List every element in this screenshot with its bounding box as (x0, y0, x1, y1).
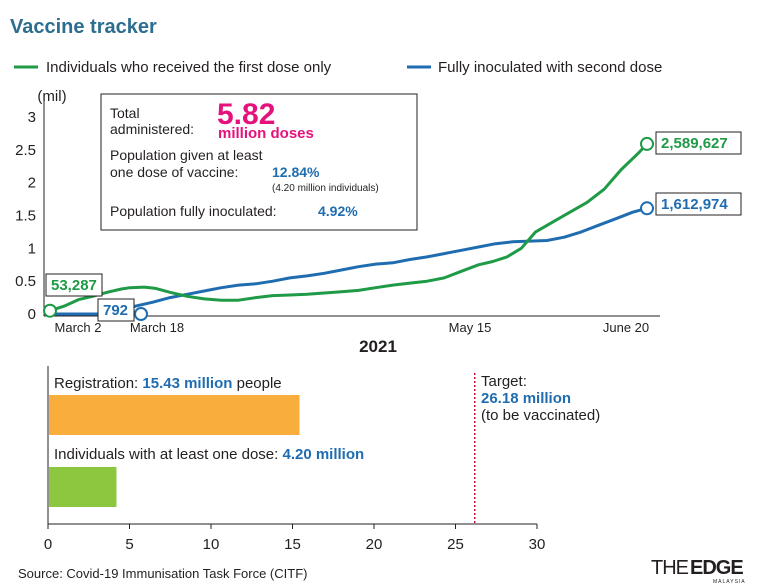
bar-x-tick-label: 20 (366, 536, 383, 553)
fully-start-value: 792 (103, 302, 128, 319)
info-box (100, 93, 418, 231)
chart-title: Vaccine tracker (10, 16, 157, 38)
y-tick-label: 0 (28, 306, 36, 323)
logo-the: THE (651, 557, 689, 579)
registration-label: Registration: (54, 375, 138, 392)
bar-registration (49, 395, 300, 435)
the-edge-logo: THE EDGE MALAYSIA (651, 557, 746, 585)
y-tick-label: 1.5 (15, 208, 36, 225)
y-tick-label: 1 (28, 240, 36, 257)
x-tick-label: May 15 (449, 320, 492, 335)
legend-fully-label: Fully inoculated with second dose (438, 59, 662, 76)
bar-x-ticks: 0 5 10 15 20 25 30 (44, 524, 546, 553)
y-tick-label: 3 (28, 109, 36, 126)
first-dose-end-value: 2,589,627 (661, 135, 728, 152)
fully-end-marker (640, 201, 654, 216)
y-tick-label: 2 (28, 175, 36, 192)
fully-end-box (655, 192, 742, 216)
bar-x-tick-label: 5 (125, 536, 133, 553)
info-pop-one-1: Population given at least (110, 147, 263, 163)
target-value: 26.18 million (481, 390, 571, 407)
bar-x-tick-label: 30 (529, 536, 546, 553)
series-first-dose-line (49, 142, 649, 313)
source-note: Source: Covid-19 Immunisation Task Force… (18, 566, 307, 581)
dose-value: 4.20 million (282, 446, 364, 463)
y-tick-label: 0.5 (15, 273, 36, 290)
first-dose-end-box (655, 131, 742, 155)
logo-edge: EDGE (690, 557, 743, 579)
x-tick-label: March 2 (55, 320, 102, 335)
x-tick-label: March 18 (130, 320, 184, 335)
dose-label: Individuals with at least one dose: (54, 446, 278, 463)
legend-first-dose-label: Individuals who received the first dose … (46, 59, 332, 76)
fully-start-marker (134, 307, 148, 321)
info-pop-one-value: 12.84% (272, 164, 320, 180)
info-pop-one-note: (4.20 million individuals) (272, 183, 379, 194)
bar-dose-label: Individuals with at least one dose: 4.20… (54, 446, 364, 463)
target-note: (to be vaccinated) (481, 407, 600, 424)
x-axis-year: 2021 (359, 337, 397, 356)
bar-x-tick-label: 10 (203, 536, 220, 553)
y-axis-ticks: 0 0.5 1 1.5 2 2.5 3 (15, 109, 36, 323)
first-dose-start-marker (43, 303, 57, 318)
info-pop-full-value: 4.92% (318, 203, 358, 219)
fully-start-box (97, 298, 135, 322)
registration-suffix: people (237, 375, 282, 392)
y-tick-label: 2.5 (15, 142, 36, 159)
first-dose-start-value: 53,287 (51, 277, 97, 294)
fully-end-value: 1,612,974 (661, 196, 728, 213)
bar-x-tick-label: 15 (284, 536, 301, 553)
bar-at-least-one-dose (49, 467, 117, 507)
series-fully-line (50, 206, 648, 316)
bar-registration-label: Registration: 15.43 million people (54, 375, 282, 392)
target-label: Target: (481, 373, 527, 390)
bar-x-tick-label: 25 (447, 536, 464, 553)
first-dose-end-marker (640, 136, 654, 151)
first-dose-start-box (45, 273, 103, 297)
logo-sub: MALAYSIA (713, 579, 746, 585)
y-axis-unit: (mil) (37, 88, 66, 105)
info-total-value: 5.82 (217, 98, 275, 131)
info-total-label-1: Total (110, 105, 140, 121)
x-axis-ticks: March 2 March 18 May 15 June 20 (55, 320, 650, 335)
info-pop-one-2: one dose of vaccine: (110, 164, 238, 180)
bar-x-tick-label: 0 (44, 536, 52, 553)
info-total-unit: million doses (218, 125, 314, 142)
x-tick-label: June 20 (603, 320, 649, 335)
info-pop-full-label: Population fully inoculated: (110, 203, 277, 219)
info-total-label-2: administered: (110, 121, 194, 137)
registration-value: 15.43 million (142, 375, 232, 392)
